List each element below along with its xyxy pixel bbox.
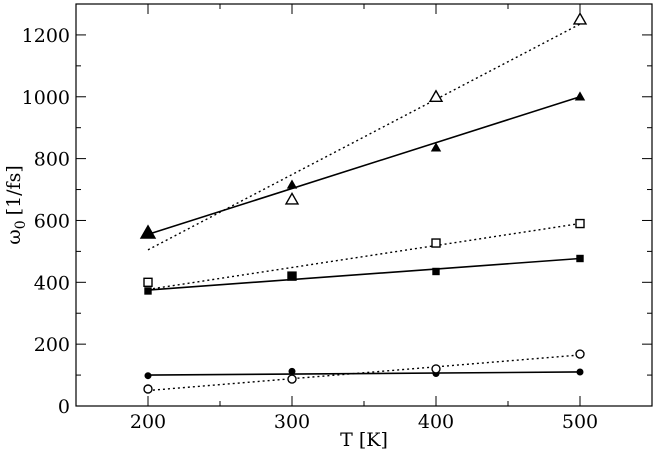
square-marker-series-3 [432, 267, 440, 276]
y-tick-label: 400 [34, 272, 70, 294]
fit-line-series-1 [147, 96, 581, 236]
fit-line-series-5 [147, 371, 581, 376]
y-tick-label: 600 [34, 210, 70, 232]
y-axis-label-subscript: 0 [13, 220, 29, 229]
y-axis-label-unit: [1/fs] [3, 165, 25, 215]
y-tick-label: 1000 [22, 87, 70, 109]
circle-marker-series-6 [431, 364, 441, 374]
y-tick-label: 200 [34, 334, 70, 356]
y-axis-label-symbol: ω [3, 229, 25, 245]
triangle-marker-series-1 [430, 142, 442, 152]
x-tick-label: 500 [562, 411, 598, 433]
y-tick-label: 1200 [22, 25, 70, 47]
triangle-marker-series-2 [428, 89, 444, 102]
fit-line-series-3 [147, 257, 581, 291]
y-axis-label: ω0 [1/fs] [3, 165, 29, 245]
circle-marker-series-6 [287, 374, 297, 384]
circle-marker-series-6 [575, 349, 585, 359]
square-marker-series-4 [143, 277, 153, 288]
x-tick-label: 300 [274, 411, 310, 433]
data-markers [139, 12, 588, 394]
y-tick-label: 0 [58, 396, 70, 418]
triangle-marker-series-1 [574, 91, 586, 101]
circle-marker-series-5 [144, 372, 152, 380]
plot-frame [75, 3, 653, 407]
triangle-marker-series-2 [284, 192, 300, 205]
triangle-marker-series-1 [286, 179, 298, 189]
circle-marker-series-5 [288, 367, 296, 375]
triangle-marker-series-2 [572, 12, 588, 25]
square-marker-series-3 [144, 287, 152, 295]
fit-lines [147, 23, 581, 392]
circle-marker-series-6 [143, 384, 153, 394]
x-axis-label: T [K] [340, 429, 388, 450]
square-marker-series-3 [287, 271, 297, 281]
square-marker-series-4 [575, 218, 585, 229]
circle-marker-series-5 [576, 368, 584, 376]
x-tick-label: 200 [130, 411, 166, 433]
x-tick-label: 400 [418, 411, 454, 433]
fit-line-series-2 [147, 23, 581, 251]
fit-line-series-4 [147, 222, 581, 291]
axis-ticks: 200 300 400 500 0 200 400 600 800 1000 1200 [22, 3, 653, 433]
triangle-marker-series-1 [139, 224, 157, 239]
y-tick-label: 800 [34, 149, 70, 171]
fit-line-series-6 [147, 354, 581, 392]
square-marker-series-4 [431, 238, 441, 248]
square-marker-series-3 [576, 254, 584, 263]
